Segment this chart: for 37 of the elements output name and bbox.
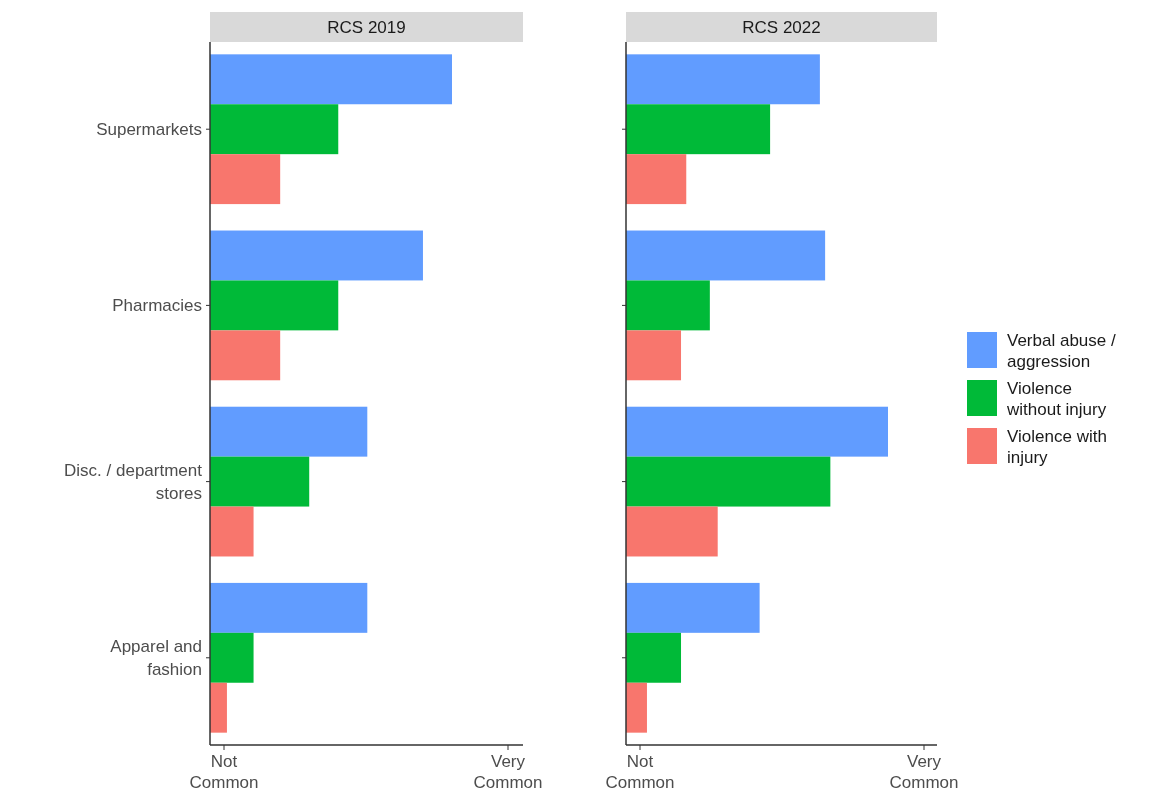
text: Very Common xyxy=(473,752,543,792)
bar xyxy=(210,230,423,281)
bar xyxy=(626,632,682,683)
text: Not Common xyxy=(605,752,675,792)
y-tick-label: Apparel and fashion xyxy=(110,637,202,680)
chart-title: RCS 2022 xyxy=(742,18,821,37)
bar xyxy=(626,456,831,507)
y-tick-label: Supermarkets xyxy=(96,120,202,140)
y-tick-label: Disc. / department stores xyxy=(64,461,203,504)
chart-title: RCS 2019 xyxy=(327,18,406,37)
legend-label: Violence without injury xyxy=(1006,379,1107,419)
bar xyxy=(210,506,254,557)
text: Not Common xyxy=(189,752,259,792)
bar xyxy=(210,330,281,381)
bar xyxy=(626,330,682,381)
bar xyxy=(210,682,227,733)
legend-label: Violence with injury xyxy=(1007,427,1107,467)
legend-label: Verbal abuse / aggression xyxy=(1007,331,1116,371)
bar xyxy=(210,406,368,457)
bar xyxy=(210,456,310,507)
bar xyxy=(210,582,368,633)
bar xyxy=(626,104,771,155)
bar xyxy=(210,54,452,105)
y-tick-label: Pharmacies xyxy=(112,296,202,316)
bar xyxy=(210,632,254,683)
bar xyxy=(626,54,820,105)
bar xyxy=(626,506,718,557)
bar xyxy=(626,230,826,281)
bar xyxy=(626,280,710,331)
bar xyxy=(626,406,888,457)
bar xyxy=(210,280,339,331)
bar xyxy=(626,682,647,733)
bar xyxy=(210,154,281,205)
bar xyxy=(626,582,760,633)
text: Very Common xyxy=(889,752,959,792)
bar xyxy=(210,104,339,155)
bar xyxy=(626,154,687,205)
